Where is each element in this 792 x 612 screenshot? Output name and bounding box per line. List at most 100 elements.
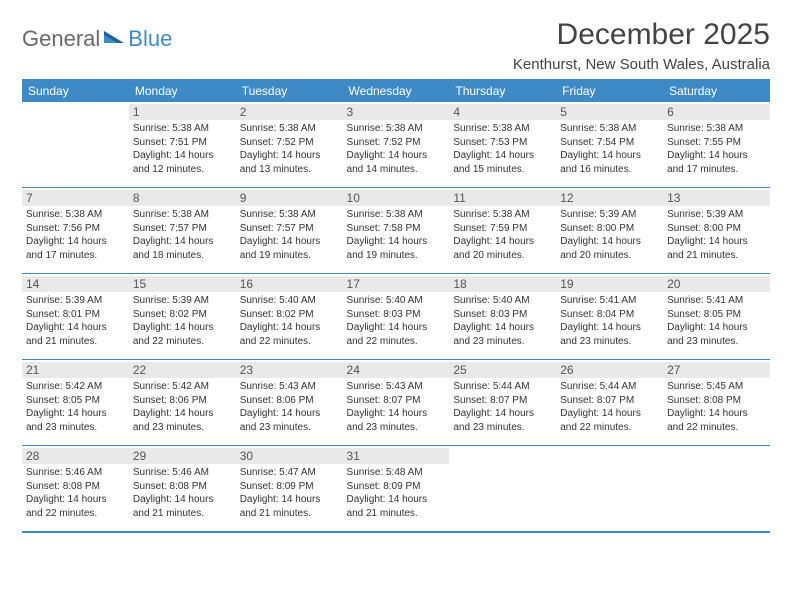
day-number: 15 <box>129 276 236 292</box>
day-number: 2 <box>236 104 343 120</box>
calendar-cell: 18Sunrise: 5:40 AMSunset: 8:03 PMDayligh… <box>449 274 556 360</box>
calendar-cell-empty <box>663 446 770 532</box>
logo-text-general: General <box>22 26 100 52</box>
day-details: Sunrise: 5:44 AMSunset: 8:07 PMDaylight:… <box>453 380 552 434</box>
calendar-row: 1Sunrise: 5:38 AMSunset: 7:51 PMDaylight… <box>22 102 770 188</box>
calendar-cell: 12 Sunrise: 5:39 AMSunset: 8:00 PMDayligh… <box>556 188 663 274</box>
day-details: Sunrise: 5:43 AMSunset: 8:07 PMDaylight:… <box>347 380 446 434</box>
calendar-cell: 16 Sunrise: 5:40 AMSunset: 8:02 PMDayligh… <box>236 274 343 360</box>
day-number: 28 <box>22 448 129 464</box>
calendar-cell: 28Sunrise: 5:46 AMSunset: 8:08 PMDayligh… <box>22 446 129 532</box>
day-details: Sunrise: 5:38 AMSunset: 7:52 PMDaylight:… <box>240 122 339 176</box>
calendar-cell: 17Sunrise: 5:40 AMSunset: 8:03 PMDayligh… <box>343 274 450 360</box>
calendar-cell: 10Sunrise: 5:38 AMSunset: 7:58 PMDayligh… <box>343 188 450 274</box>
day-number: 9 <box>236 190 343 206</box>
calendar-cell: 14 Sunrise: 5:39 AMSunset: 8:01 PMDayligh… <box>22 274 129 360</box>
title-block: December 2025 Kenthurst, New South Wales… <box>513 18 770 73</box>
calendar-cell: 1Sunrise: 5:38 AMSunset: 7:51 PMDaylight… <box>129 102 236 188</box>
day-details: Sunrise: 5:39 AMSunset: 8:00 PMDaylight:… <box>667 208 766 262</box>
calendar-body: 1Sunrise: 5:38 AMSunset: 7:51 PMDaylight… <box>22 102 770 532</box>
calendar-head: SundayMondayTuesdayWednesdayThursdayFrid… <box>22 80 770 102</box>
calendar-table: SundayMondayTuesdayWednesdayThursdayFrid… <box>22 79 770 533</box>
day-details: Sunrise: 5:45 AMSunset: 8:08 PMDaylight:… <box>667 380 766 434</box>
day-number: 10 <box>343 190 450 206</box>
calendar-cell: 9Sunrise: 5:38 AMSunset: 7:57 PMDaylight… <box>236 188 343 274</box>
calendar-cell: 23 Sunrise: 5:43 AMSunset: 8:06 PMDayligh… <box>236 360 343 446</box>
logo-text-blue: Blue <box>128 26 172 52</box>
calendar-cell: 22 Sunrise: 5:42 AMSunset: 8:06 PMDayligh… <box>129 360 236 446</box>
day-number: 5 <box>556 104 663 120</box>
day-details: Sunrise: 5:43 AMSunset: 8:06 PMDaylight:… <box>240 380 339 434</box>
weekday-header: Monday <box>129 80 236 102</box>
calendar-cell: 30Sunrise: 5:47 AMSunset: 8:09 PMDayligh… <box>236 446 343 532</box>
day-number: 16 <box>236 276 343 292</box>
day-details: Sunrise: 5:38 AMSunset: 7:57 PMDaylight:… <box>133 208 232 262</box>
calendar-cell-empty <box>449 446 556 532</box>
day-details: Sunrise: 5:47 AMSunset: 8:09 PMDaylight:… <box>240 466 339 520</box>
logo: General Blue <box>22 18 172 52</box>
calendar-cell: 19 Sunrise: 5:41 AMSunset: 8:04 PMDayligh… <box>556 274 663 360</box>
day-number: 4 <box>449 104 556 120</box>
calendar-cell: 13 Sunrise: 5:39 AMSunset: 8:00 PMDayligh… <box>663 188 770 274</box>
day-number: 19 <box>556 276 663 292</box>
day-details: Sunrise: 5:44 AMSunset: 8:07 PMDaylight:… <box>560 380 659 434</box>
calendar-cell: 31Sunrise: 5:48 AMSunset: 8:09 PMDayligh… <box>343 446 450 532</box>
calendar-cell: 5Sunrise: 5:38 AMSunset: 7:54 PMDaylight… <box>556 102 663 188</box>
day-details: Sunrise: 5:39 AMSunset: 8:01 PMDaylight:… <box>26 294 125 348</box>
calendar-row: 7 Sunrise: 5:38 AMSunset: 7:56 PMDaylight… <box>22 188 770 274</box>
calendar-cell: 3 Sunrise: 5:38 AMSunset: 7:52 PMDaylight… <box>343 102 450 188</box>
day-details: Sunrise: 5:42 AMSunset: 8:06 PMDaylight:… <box>133 380 232 434</box>
weekday-header: Thursday <box>449 80 556 102</box>
day-details: Sunrise: 5:38 AMSunset: 7:52 PMDaylight:… <box>347 122 446 176</box>
day-details: Sunrise: 5:46 AMSunset: 8:08 PMDaylight:… <box>133 466 232 520</box>
day-number: 12 <box>556 190 663 206</box>
weekday-header: Sunday <box>22 80 129 102</box>
weekday-header: Friday <box>556 80 663 102</box>
calendar-cell: 2 Sunrise: 5:38 AMSunset: 7:52 PMDaylight… <box>236 102 343 188</box>
calendar-cell-empty <box>22 102 129 188</box>
day-details: Sunrise: 5:40 AMSunset: 8:03 PMDaylight:… <box>453 294 552 348</box>
calendar-cell: 26 Sunrise: 5:44 AMSunset: 8:07 PMDayligh… <box>556 360 663 446</box>
day-number: 11 <box>449 190 556 206</box>
header: General Blue December 2025 Kenthurst, Ne… <box>22 18 770 73</box>
calendar-row: 21 Sunrise: 5:42 AMSunset: 8:05 PMDayligh… <box>22 360 770 446</box>
calendar-cell: 6Sunrise: 5:38 AMSunset: 7:55 PMDaylight… <box>663 102 770 188</box>
day-number: 13 <box>663 190 770 206</box>
day-details: Sunrise: 5:41 AMSunset: 8:04 PMDaylight:… <box>560 294 659 348</box>
day-number: 25 <box>449 362 556 378</box>
day-details: Sunrise: 5:42 AMSunset: 8:05 PMDaylight:… <box>26 380 125 434</box>
calendar-cell: 11 Sunrise: 5:38 AMSunset: 7:59 PMDayligh… <box>449 188 556 274</box>
day-number: 20 <box>663 276 770 292</box>
weekday-header: Saturday <box>663 80 770 102</box>
day-details: Sunrise: 5:41 AMSunset: 8:05 PMDaylight:… <box>667 294 766 348</box>
day-number: 21 <box>22 362 129 378</box>
calendar-row: 14 Sunrise: 5:39 AMSunset: 8:01 PMDayligh… <box>22 274 770 360</box>
calendar-cell: 21 Sunrise: 5:42 AMSunset: 8:05 PMDayligh… <box>22 360 129 446</box>
day-number: 23 <box>236 362 343 378</box>
day-number: 24 <box>343 362 450 378</box>
calendar-cell: 29 Sunrise: 5:46 AMSunset: 8:08 PMDayligh… <box>129 446 236 532</box>
day-number: 3 <box>343 104 450 120</box>
day-details: Sunrise: 5:38 AMSunset: 7:59 PMDaylight:… <box>453 208 552 262</box>
calendar-cell: 7 Sunrise: 5:38 AMSunset: 7:56 PMDaylight… <box>22 188 129 274</box>
day-details: Sunrise: 5:40 AMSunset: 8:03 PMDaylight:… <box>347 294 446 348</box>
day-details: Sunrise: 5:39 AMSunset: 8:00 PMDaylight:… <box>560 208 659 262</box>
day-number: 22 <box>129 362 236 378</box>
day-number: 8 <box>129 190 236 206</box>
day-number: 7 <box>22 190 129 206</box>
day-number: 14 <box>22 276 129 292</box>
weekday-header: Tuesday <box>236 80 343 102</box>
day-details: Sunrise: 5:38 AMSunset: 7:55 PMDaylight:… <box>667 122 766 176</box>
calendar-cell: 4Sunrise: 5:38 AMSunset: 7:53 PMDaylight… <box>449 102 556 188</box>
calendar-cell: 25 Sunrise: 5:44 AMSunset: 8:07 PMDayligh… <box>449 360 556 446</box>
day-number: 26 <box>556 362 663 378</box>
calendar-cell: 24 Sunrise: 5:43 AMSunset: 8:07 PMDayligh… <box>343 360 450 446</box>
day-details: Sunrise: 5:40 AMSunset: 8:02 PMDaylight:… <box>240 294 339 348</box>
location: Kenthurst, New South Wales, Australia <box>513 56 770 73</box>
month-title: December 2025 <box>513 18 770 52</box>
logo-flag-icon <box>104 29 124 50</box>
day-number: 27 <box>663 362 770 378</box>
calendar-cell: 20 Sunrise: 5:41 AMSunset: 8:05 PMDayligh… <box>663 274 770 360</box>
day-number: 29 <box>129 448 236 464</box>
day-details: Sunrise: 5:38 AMSunset: 7:56 PMDaylight:… <box>26 208 125 262</box>
